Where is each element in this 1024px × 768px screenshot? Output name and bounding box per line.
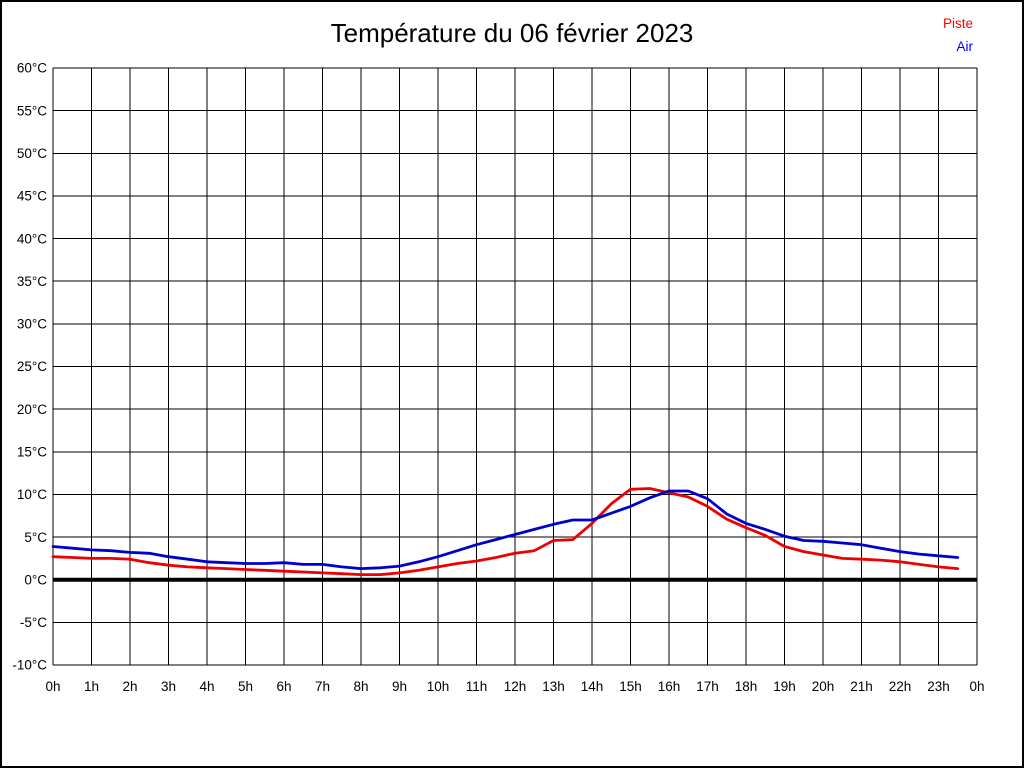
svg-text:3h: 3h: [161, 679, 176, 694]
svg-text:60°C: 60°C: [17, 61, 47, 76]
svg-text:30°C: 30°C: [17, 317, 47, 332]
svg-text:13h: 13h: [542, 679, 565, 694]
svg-text:7h: 7h: [315, 679, 330, 694]
svg-text:-10°C: -10°C: [12, 658, 47, 673]
svg-text:14h: 14h: [581, 679, 604, 694]
svg-text:0h: 0h: [45, 679, 60, 694]
svg-text:21h: 21h: [850, 679, 873, 694]
svg-text:50°C: 50°C: [17, 146, 47, 161]
chart-legend: Piste Air: [943, 12, 973, 58]
svg-text:5h: 5h: [238, 679, 253, 694]
svg-text:4h: 4h: [199, 679, 214, 694]
svg-text:55°C: 55°C: [17, 103, 47, 118]
svg-text:-5°C: -5°C: [20, 615, 47, 630]
svg-text:15°C: 15°C: [17, 445, 47, 460]
svg-text:20°C: 20°C: [17, 402, 47, 417]
svg-text:18h: 18h: [735, 679, 758, 694]
svg-text:0h: 0h: [969, 679, 984, 694]
svg-text:12h: 12h: [504, 679, 527, 694]
svg-text:8h: 8h: [353, 679, 368, 694]
svg-text:5°C: 5°C: [24, 530, 47, 545]
svg-text:11h: 11h: [466, 679, 488, 694]
svg-text:19h: 19h: [773, 679, 796, 694]
svg-text:1h: 1h: [84, 679, 99, 694]
svg-text:16h: 16h: [658, 679, 681, 694]
svg-text:6h: 6h: [276, 679, 291, 694]
chart-title: Température du 06 février 2023: [330, 18, 694, 48]
svg-text:20h: 20h: [812, 679, 835, 694]
svg-text:23h: 23h: [927, 679, 950, 694]
svg-text:9h: 9h: [392, 679, 407, 694]
svg-text:25°C: 25°C: [17, 359, 47, 374]
svg-text:2h: 2h: [122, 679, 137, 694]
svg-text:15h: 15h: [619, 679, 642, 694]
svg-text:45°C: 45°C: [17, 189, 47, 204]
svg-text:22h: 22h: [889, 679, 912, 694]
svg-text:17h: 17h: [696, 679, 719, 694]
svg-text:0°C: 0°C: [24, 572, 47, 587]
legend-item-air: Air: [956, 39, 974, 54]
svg-text:10h: 10h: [427, 679, 450, 694]
svg-text:40°C: 40°C: [17, 231, 47, 246]
legend-item-piste: Piste: [942, 16, 973, 31]
svg-text:35°C: 35°C: [17, 274, 47, 289]
svg-text:10°C: 10°C: [17, 487, 47, 502]
